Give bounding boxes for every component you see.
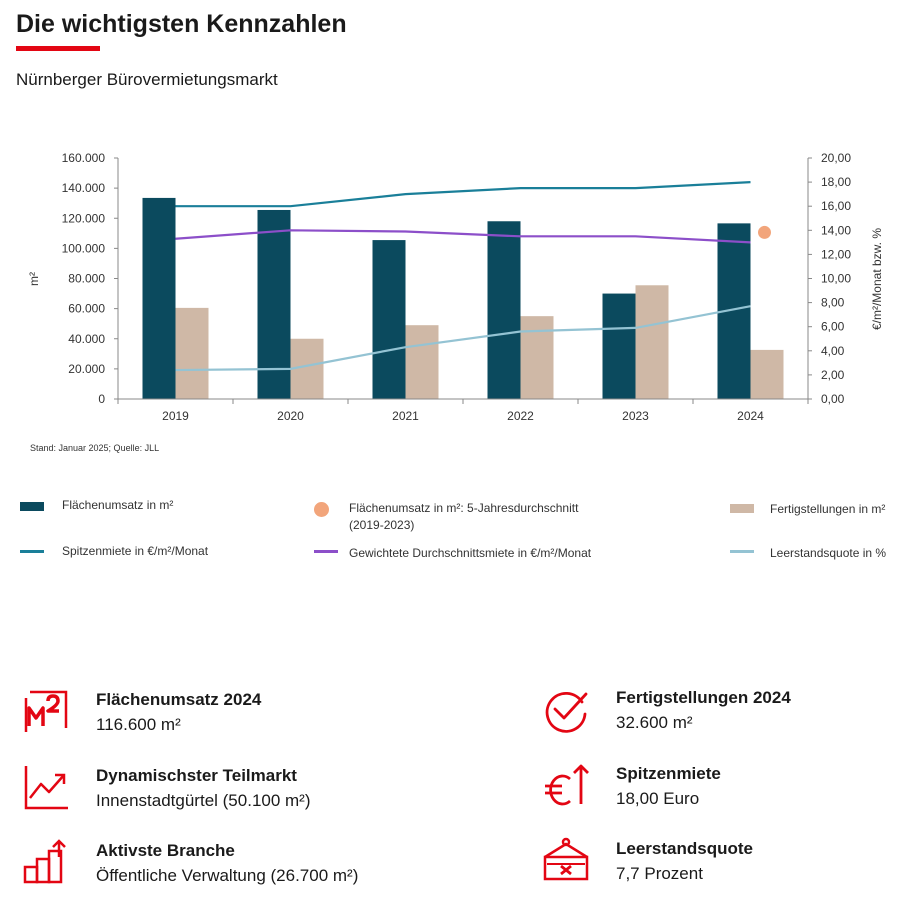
line-durchschnittsmiete xyxy=(175,229,751,244)
x-tick-label: 2021 xyxy=(392,409,419,423)
bar-flaechenumsatz xyxy=(257,209,291,399)
y-tick-label-right: 20,00 xyxy=(821,151,851,165)
point-5-jahresdurchschnitt xyxy=(758,225,771,239)
legend-swatch-flaechenumsatz xyxy=(20,502,44,511)
y-tick-label-left: 160.000 xyxy=(62,151,106,165)
legend-swatch-durchschnittsmiete xyxy=(314,550,338,553)
y-tick-label-right: 10,00 xyxy=(821,272,851,286)
bar-fertigstellungen xyxy=(405,325,439,399)
y-tick-label-left: 20.000 xyxy=(68,362,105,376)
y-tick-label-left: 40.000 xyxy=(68,332,105,346)
legend-label-leerstand: Leerstandsquote in % xyxy=(770,546,887,560)
kpi-value: 7,7 Prozent xyxy=(616,864,703,883)
x-tick-label: 2019 xyxy=(162,409,189,423)
y-tick-label-left: 0 xyxy=(98,392,105,406)
kpi-label: Fertigstellungen 2024 xyxy=(616,688,791,707)
y-tick-label-right: 14,00 xyxy=(821,223,851,237)
checkmark-circle-icon xyxy=(545,691,588,733)
legend-swatch-leerstand xyxy=(730,550,754,553)
kpi-label: Dynamischster Teilmarkt xyxy=(96,766,297,785)
legend-label-fertigstellungen: Fertigstellungen in m² xyxy=(770,502,886,516)
bar-flaechenumsatz xyxy=(372,240,406,399)
page-subtitle: Nürnberger Bürovermietungsmarkt xyxy=(16,70,278,89)
y-axis-label-left: m² xyxy=(27,272,41,286)
source-note: Stand: Januar 2025; Quelle: JLL xyxy=(30,443,160,453)
euro-up-icon xyxy=(545,764,589,806)
y-tick-label-left: 60.000 xyxy=(68,302,105,316)
legend-label-average: Flächenumsatz in m²: 5-Jahresdurchschnit… xyxy=(349,501,579,515)
bar-fertigstellungen xyxy=(520,316,554,399)
trend-chart-icon xyxy=(24,766,68,810)
line-spitzenmiete xyxy=(175,181,751,208)
kpi-label: Leerstandsquote xyxy=(616,839,753,858)
y-tick-label-right: 0,00 xyxy=(821,392,845,406)
legend-swatch-fertigstellungen xyxy=(730,504,754,513)
y-tick-label-right: 16,00 xyxy=(821,199,851,213)
bar-fertigstellungen xyxy=(635,285,669,399)
y-tick-label-left: 80.000 xyxy=(68,272,105,286)
legend-swatch-average xyxy=(314,502,329,517)
y-tick-label-right: 12,00 xyxy=(821,247,851,261)
bar-flaechenumsatz xyxy=(142,197,176,399)
page-title: Die wichtigsten Kennzahlen xyxy=(16,10,347,38)
bar-fertigstellungen xyxy=(750,349,784,399)
bar-fertigstellungen xyxy=(175,307,209,399)
bar-growth-icon xyxy=(23,839,66,884)
kpi-value: 32.600 m² xyxy=(616,713,693,732)
kpi-value: Innenstadtgürtel (50.100 m²) xyxy=(96,791,311,810)
line-leerstandsquote xyxy=(175,305,751,372)
x-tick-label: 2024 xyxy=(737,409,764,423)
bar-flaechenumsatz xyxy=(602,293,636,399)
kpi-value: 18,00 Euro xyxy=(616,789,700,808)
legend-swatch-spitzenmiete xyxy=(20,550,44,553)
x-tick-label: 2023 xyxy=(622,409,649,423)
bar-flaechenumsatz xyxy=(487,221,521,399)
kpi-value: Öffentliche Verwaltung (26.700 m²) xyxy=(96,866,359,885)
y-tick-label-right: 18,00 xyxy=(821,175,851,189)
vacancy-sign-icon xyxy=(543,837,589,881)
y-tick-label-right: 6,00 xyxy=(821,320,845,334)
kpi-label: Aktivste Branche xyxy=(96,841,235,860)
y-tick-label-right: 4,00 xyxy=(821,344,845,358)
legend-label-durchschnittsmiete: Gewichtete Durchschnittsmiete in €/m²/Mo… xyxy=(349,546,592,560)
y-tick-label-right: 8,00 xyxy=(821,296,845,310)
x-tick-label: 2022 xyxy=(507,409,534,423)
y-axis-label-right: €/m²/Monat bzw. % xyxy=(870,228,884,330)
kpi-label: Spitzenmiete xyxy=(616,764,721,783)
title-underline xyxy=(16,46,100,51)
legend-label-average-period: (2019-2023) xyxy=(349,518,415,532)
y-tick-label-right: 2,00 xyxy=(821,368,845,382)
market-chart: 0 20.000 40.000 60.000 80.000 100.000 120.000 1… xyxy=(27,151,884,423)
y-tick-label-left: 100.000 xyxy=(62,241,106,255)
kpi-value: 116.600 m² xyxy=(96,715,181,734)
y-tick-label-left: 120.000 xyxy=(62,211,106,225)
legend-label-flaechenumsatz: Flächenumsatz in m² xyxy=(62,498,174,512)
x-tick-label: 2020 xyxy=(277,409,304,423)
legend-label-spitzenmiete: Spitzenmiete in €/m²/Monat xyxy=(62,544,209,558)
m2-icon xyxy=(24,690,68,732)
kpi-label: Flächenumsatz 2024 xyxy=(96,690,262,709)
y-tick-label-left: 140.000 xyxy=(62,181,106,195)
